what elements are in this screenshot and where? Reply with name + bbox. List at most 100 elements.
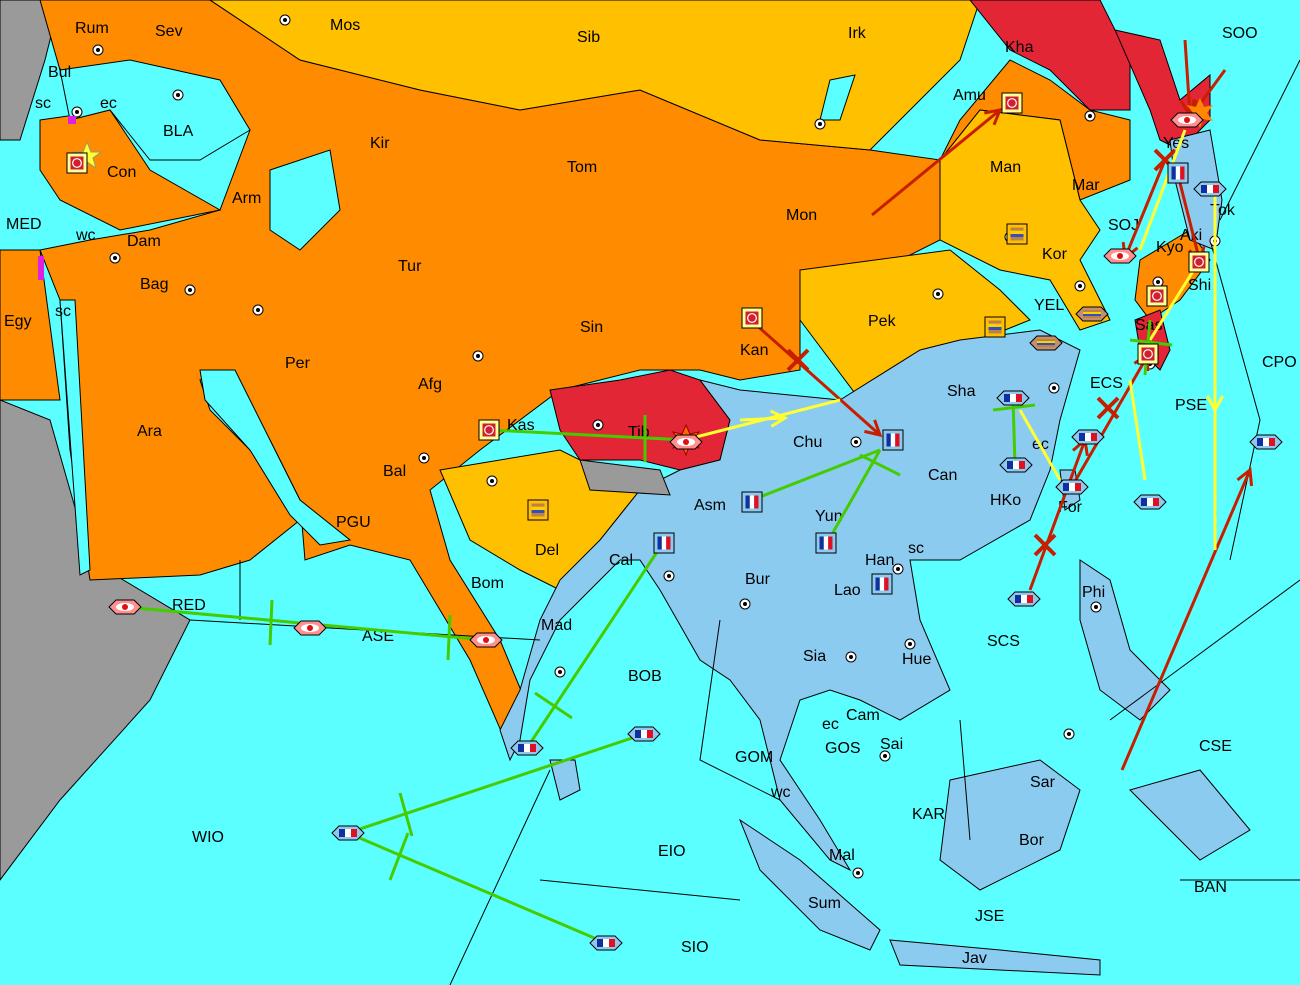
supply-centers [71, 14, 1221, 879]
army-unit-striped[interactable] [1006, 223, 1028, 245]
supply-center-dot-icon [1090, 601, 1102, 613]
sea-border [1109, 579, 1300, 721]
fleet-unit-crescent[interactable] [1103, 248, 1137, 264]
region-label: SOO [1222, 25, 1258, 42]
fleet-unit-tricolor[interactable] [1071, 429, 1105, 445]
fleet-unit-tricolor[interactable] [510, 740, 544, 756]
supply-center-dot-icon [845, 651, 857, 663]
supply-center-dot-icon [852, 867, 864, 879]
army-unit-tricolor[interactable] [815, 532, 837, 554]
region-label: Kan [740, 342, 768, 359]
fleet-unit-striped[interactable] [1029, 335, 1063, 351]
fleet-unit-tricolor[interactable] [1007, 591, 1041, 607]
order-arrow [752, 320, 883, 438]
army-unit-crescent[interactable] [1146, 285, 1168, 307]
region-label: Bor [1019, 832, 1045, 849]
fleet-unit-crescent[interactable] [469, 632, 503, 648]
fleet-unit-crescent[interactable] [669, 434, 703, 450]
fleet-unit-tricolor[interactable] [996, 390, 1030, 406]
territory-neutral[interactable] [0, 0, 61, 141]
land-regions [0, 0, 1251, 976]
sea-border [539, 879, 741, 901]
fleet-unit-crescent[interactable] [293, 620, 327, 636]
army-unit-tricolor[interactable] [653, 532, 675, 554]
region-label: Con [107, 164, 136, 181]
order-arrow [1206, 370, 1224, 414]
army-unit-crescent[interactable] [1188, 251, 1210, 273]
support-line [1018, 409, 1062, 481]
territory-blue-power[interactable] [1079, 559, 1171, 721]
region-label: WIO [192, 829, 224, 846]
region-label: wc [75, 227, 96, 244]
territory-orange-power[interactable] [39, 109, 222, 231]
convoy-line [1129, 338, 1173, 347]
supply-center-dot-icon [1084, 110, 1096, 122]
fleet-unit-crescent[interactable] [108, 599, 142, 615]
inland-sea[interactable] [199, 369, 352, 546]
fleet-unit-tricolor[interactable] [1133, 494, 1167, 510]
army-unit-crescent[interactable] [1137, 343, 1159, 365]
territory-blue-power[interactable] [499, 329, 1081, 872]
supply-center-dot-icon [109, 252, 121, 264]
cross-icon [786, 348, 810, 372]
region-label: Ara [137, 423, 162, 440]
fleet-unit-tricolor[interactable] [1249, 434, 1283, 450]
army-unit-striped[interactable] [984, 316, 1006, 338]
territory-gold-power[interactable] [209, 0, 981, 151]
convoy-line [525, 542, 665, 749]
region-label: Per [285, 355, 311, 372]
territory-blue-power[interactable] [939, 759, 1081, 891]
fleet-unit-tricolor[interactable] [1193, 181, 1227, 197]
region-label: YEL [1034, 297, 1064, 314]
convoy-line [992, 403, 1036, 412]
explosion-icon [1187, 98, 1213, 128]
inland-sea[interactable] [269, 149, 341, 251]
territory-red-power[interactable] [969, 0, 1131, 111]
army-unit-tricolor[interactable] [882, 429, 904, 451]
convoy-line [825, 449, 882, 544]
army-unit-crescent[interactable] [1001, 92, 1023, 114]
territory-orange-power[interactable] [0, 249, 61, 401]
fleet-unit-tricolor[interactable] [627, 726, 661, 742]
fleet-unit-tricolor[interactable] [999, 457, 1033, 473]
supply-center-dot-icon [418, 452, 430, 464]
territory-blue-power[interactable] [1129, 769, 1251, 861]
region-label: Tom [567, 159, 597, 176]
region-label: Amu [953, 87, 986, 104]
territory-blue-power[interactable] [738, 818, 881, 951]
army-unit-crescent[interactable] [66, 152, 88, 174]
supply-center-dot-icon [1074, 280, 1086, 292]
army-unit-tricolor[interactable] [1167, 162, 1189, 184]
supply-center-dot-icon [879, 750, 891, 762]
army-unit-striped[interactable] [527, 499, 549, 521]
territory-neutral[interactable] [0, 399, 191, 881]
army-unit-tricolor[interactable] [871, 573, 893, 595]
fleet-unit-crescent[interactable] [1170, 112, 1204, 128]
fleet-unit-tricolor[interactable] [331, 825, 365, 841]
support-line [1138, 129, 1187, 251]
region-label: Kir [370, 135, 390, 152]
region-label: Mal [829, 847, 855, 864]
convoy-line [859, 453, 901, 477]
fleet-unit-tricolor[interactable] [1055, 479, 1089, 495]
territory-neutral[interactable] [579, 459, 671, 496]
fleet-unit-striped[interactable] [1075, 306, 1109, 322]
inland-sea[interactable] [819, 74, 856, 121]
region-label: Mon [786, 207, 817, 224]
region-label: Sin [580, 319, 603, 336]
region-label: GOM [735, 749, 773, 766]
order-arrow [739, 409, 789, 428]
territory-blue-power[interactable] [889, 939, 1101, 976]
order-arrow [871, 108, 1003, 217]
region-label: Kor [1042, 246, 1068, 263]
army-unit-tricolor[interactable] [741, 491, 763, 513]
army-unit-crescent[interactable] [478, 419, 500, 441]
sea-border [959, 719, 971, 841]
region-label: Rum [75, 20, 109, 37]
inland-sea[interactable] [59, 59, 251, 161]
fleet-unit-tricolor[interactable] [589, 935, 623, 951]
territory-gold-power[interactable] [939, 109, 1111, 331]
inland-sea[interactable] [59, 299, 91, 576]
army-unit-crescent[interactable] [741, 307, 763, 329]
